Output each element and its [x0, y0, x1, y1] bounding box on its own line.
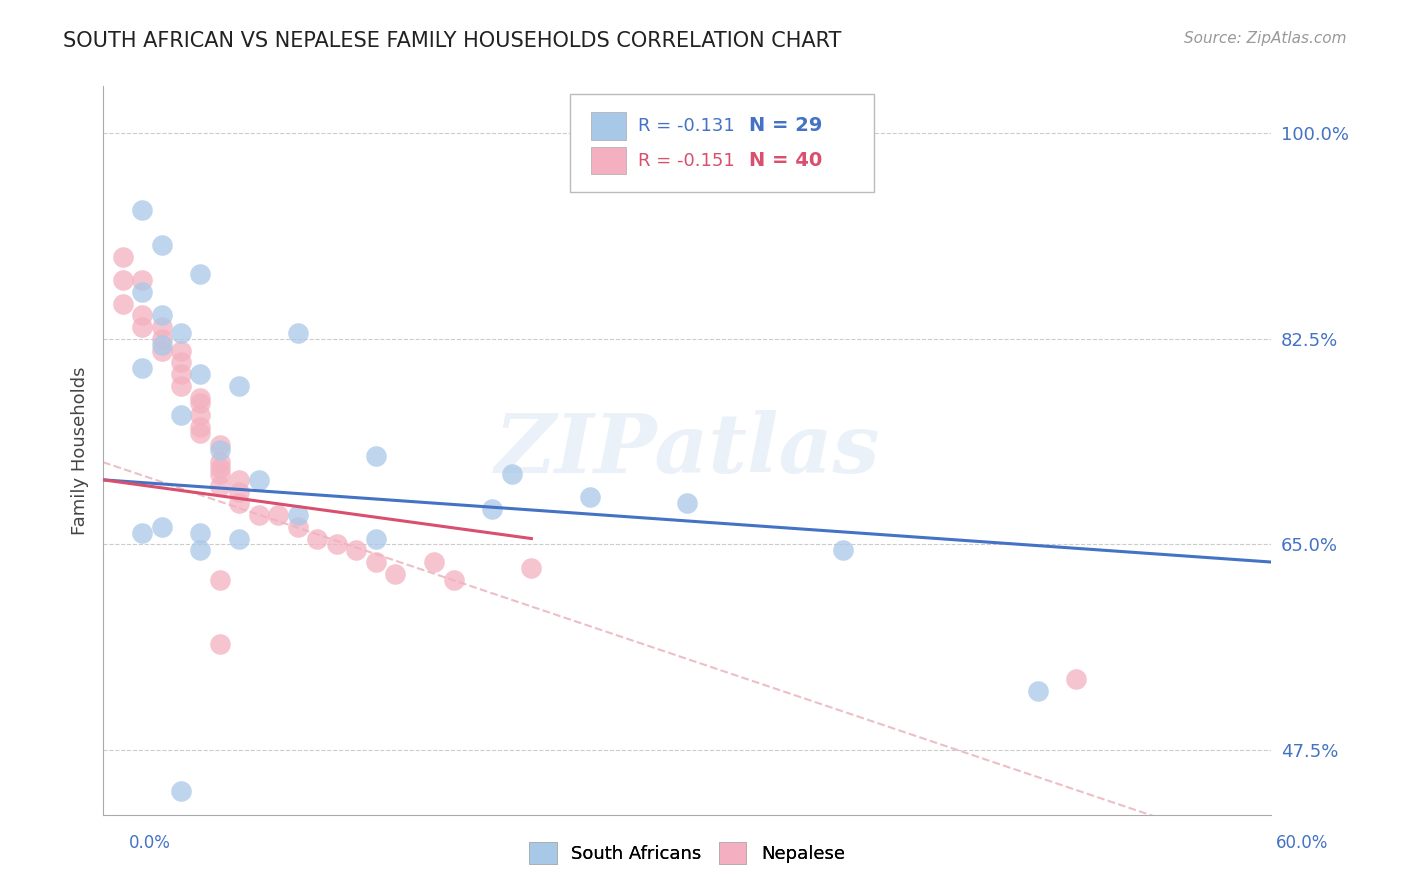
Point	[190, 425, 212, 440]
Point	[344, 543, 367, 558]
Point	[208, 461, 231, 475]
Point	[190, 543, 212, 558]
Point	[190, 525, 212, 540]
Point	[150, 238, 173, 252]
Point	[228, 473, 250, 487]
Point	[190, 396, 212, 410]
Point	[150, 520, 173, 534]
Point	[208, 637, 231, 651]
Text: Source: ZipAtlas.com: Source: ZipAtlas.com	[1184, 31, 1347, 46]
Point	[247, 473, 270, 487]
Point	[208, 467, 231, 481]
Point	[190, 420, 212, 434]
Point	[384, 566, 406, 581]
Point	[131, 320, 153, 334]
Point	[228, 484, 250, 499]
Legend: South Africans, Nepalese: South Africans, Nepalese	[522, 835, 852, 871]
Point	[267, 508, 290, 522]
Point	[520, 561, 543, 575]
Point	[190, 408, 212, 422]
Point	[208, 573, 231, 587]
Point	[111, 296, 134, 310]
FancyBboxPatch shape	[592, 147, 627, 175]
Point	[481, 502, 503, 516]
Point	[364, 532, 387, 546]
Point	[228, 532, 250, 546]
Point	[131, 285, 153, 299]
Point	[150, 332, 173, 346]
Point	[228, 379, 250, 393]
Text: N = 40: N = 40	[749, 151, 823, 170]
Text: ZIPatlas: ZIPatlas	[495, 410, 880, 491]
Text: R = -0.151: R = -0.151	[638, 152, 735, 169]
Point	[307, 532, 329, 546]
Point	[150, 309, 173, 323]
Point	[325, 537, 347, 551]
Point	[831, 543, 853, 558]
Point	[170, 343, 193, 358]
Point	[228, 496, 250, 510]
Point	[170, 367, 193, 381]
Point	[364, 555, 387, 569]
Point	[170, 355, 193, 369]
Text: 0.0%: 0.0%	[129, 834, 172, 852]
FancyBboxPatch shape	[571, 94, 875, 192]
Point	[111, 273, 134, 287]
Point	[208, 443, 231, 458]
Point	[423, 555, 446, 569]
Point	[131, 273, 153, 287]
Point	[170, 408, 193, 422]
Point	[190, 391, 212, 405]
Point	[208, 437, 231, 451]
Point	[208, 479, 231, 493]
Point	[287, 520, 309, 534]
Point	[170, 379, 193, 393]
Text: SOUTH AFRICAN VS NEPALESE FAMILY HOUSEHOLDS CORRELATION CHART: SOUTH AFRICAN VS NEPALESE FAMILY HOUSEHO…	[63, 31, 842, 51]
Point	[190, 367, 212, 381]
Point	[150, 337, 173, 351]
Point	[131, 361, 153, 376]
Point	[131, 525, 153, 540]
Point	[443, 573, 465, 587]
Point	[287, 326, 309, 340]
Point	[1066, 673, 1088, 687]
Point	[364, 450, 387, 464]
Point	[287, 508, 309, 522]
Point	[150, 343, 173, 358]
Point	[170, 784, 193, 798]
Point	[190, 267, 212, 281]
Y-axis label: Family Households: Family Households	[72, 367, 89, 534]
Text: 60.0%: 60.0%	[1277, 834, 1329, 852]
Point	[131, 202, 153, 217]
Point	[501, 467, 523, 481]
FancyBboxPatch shape	[592, 112, 627, 139]
Point	[247, 508, 270, 522]
Point	[578, 491, 600, 505]
Point	[131, 309, 153, 323]
Point	[170, 326, 193, 340]
Point	[676, 496, 699, 510]
Point	[208, 455, 231, 469]
Text: R = -0.131: R = -0.131	[638, 117, 735, 135]
Point	[111, 250, 134, 264]
Text: N = 29: N = 29	[749, 116, 823, 136]
Point	[150, 320, 173, 334]
Point	[1026, 684, 1049, 698]
